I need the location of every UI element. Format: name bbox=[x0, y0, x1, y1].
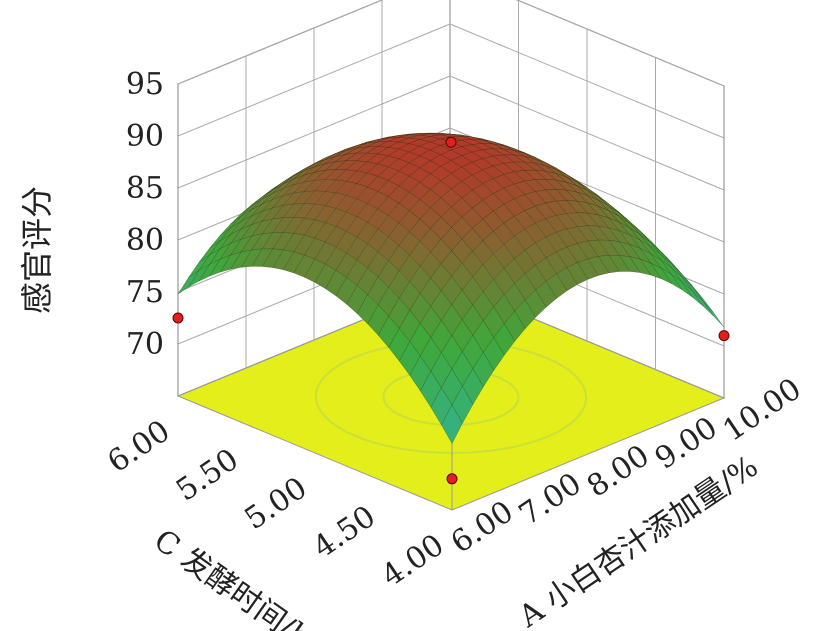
surface-cell bbox=[334, 152, 358, 163]
design-point-1 bbox=[446, 473, 458, 485]
surface-cell bbox=[566, 174, 588, 189]
z-axis-label: 感官评分 bbox=[18, 186, 56, 314]
surface-cell bbox=[240, 220, 263, 240]
surface-cell bbox=[313, 169, 337, 181]
surface-cell bbox=[240, 248, 263, 268]
y-tick-label: 5.50 bbox=[170, 442, 245, 508]
surface-cell bbox=[629, 243, 652, 264]
surface-cell bbox=[441, 404, 463, 444]
surface-cell bbox=[671, 262, 693, 287]
surface-cell bbox=[576, 181, 599, 197]
surface-cell bbox=[230, 249, 253, 270]
y-tick-label: 4.00 bbox=[376, 528, 451, 594]
surface-cell bbox=[399, 341, 421, 376]
z-tick-label: 85 bbox=[126, 171, 164, 206]
response-surface bbox=[177, 132, 725, 444]
surface-cell bbox=[293, 234, 316, 256]
z-tick-label: 75 bbox=[126, 275, 164, 310]
surface-cell bbox=[692, 290, 714, 317]
surface-cell bbox=[671, 263, 693, 288]
z-tick-label: 70 bbox=[126, 327, 164, 362]
z-tick-label: 80 bbox=[126, 223, 164, 258]
surface-cell bbox=[367, 251, 389, 278]
surface-cell bbox=[272, 184, 294, 200]
z-tick-label: 95 bbox=[126, 67, 164, 102]
surface-cell bbox=[702, 300, 725, 328]
surface-cell bbox=[524, 156, 546, 166]
surface-cell bbox=[282, 181, 305, 197]
surface-cell bbox=[492, 154, 515, 164]
surface-cell bbox=[282, 203, 305, 218]
surface-cell bbox=[219, 238, 242, 260]
surface-cell bbox=[198, 240, 221, 263]
surface-cell bbox=[345, 146, 368, 155]
surface-cell bbox=[408, 155, 431, 169]
surface-cell bbox=[188, 264, 210, 288]
surface-cell bbox=[345, 198, 368, 217]
surface-cell bbox=[325, 269, 347, 297]
surface-cell bbox=[576, 212, 599, 227]
surface-cell bbox=[240, 233, 263, 253]
surface-cell bbox=[649, 262, 673, 285]
surface-cell bbox=[219, 251, 242, 273]
design-point-3 bbox=[718, 330, 730, 342]
surface-cell bbox=[430, 387, 453, 426]
y-tick-label: 4.50 bbox=[307, 499, 382, 565]
surface-cell bbox=[471, 143, 494, 151]
surface-cell bbox=[230, 209, 252, 229]
y-tick-label: 5.00 bbox=[239, 471, 314, 537]
surface-cell bbox=[366, 137, 388, 144]
surface-cell bbox=[188, 254, 210, 278]
surface-cell bbox=[261, 217, 284, 235]
surface-cell bbox=[556, 246, 578, 268]
surface-cell bbox=[503, 145, 525, 154]
surface-cell bbox=[251, 218, 274, 237]
surface-cell bbox=[261, 248, 284, 268]
surface-cell bbox=[387, 158, 410, 172]
surface-cell bbox=[660, 251, 683, 275]
surface-cell bbox=[324, 208, 347, 227]
surface-cell bbox=[534, 202, 557, 220]
surface-cell bbox=[261, 188, 284, 205]
surface-cell bbox=[324, 154, 347, 165]
surface-cell bbox=[430, 216, 452, 240]
surface-cell bbox=[335, 195, 358, 213]
surface-cell bbox=[587, 187, 609, 204]
y-tick-label: 6.00 bbox=[102, 414, 177, 480]
surface-cell bbox=[250, 207, 274, 226]
surface-cell bbox=[356, 294, 379, 325]
surface-cell bbox=[251, 189, 273, 207]
surface-cell bbox=[356, 203, 379, 223]
surface-cell bbox=[303, 163, 326, 176]
surface-cell bbox=[335, 276, 358, 305]
design-points bbox=[172, 136, 730, 485]
surface-cell bbox=[472, 199, 494, 220]
surface-cell bbox=[566, 200, 589, 214]
surface-cell bbox=[209, 227, 231, 249]
surface-cell bbox=[209, 234, 231, 256]
design-point-0 bbox=[445, 136, 457, 148]
surface-cell bbox=[271, 192, 295, 209]
surface-cell bbox=[292, 179, 316, 194]
surface-cell bbox=[240, 196, 262, 215]
surface-cell bbox=[198, 258, 221, 282]
surface-cell bbox=[293, 254, 316, 278]
surface-cell bbox=[346, 259, 368, 286]
x-tick-label: 10.00 bbox=[717, 372, 808, 449]
y-axis-title: C 发酵时间/h bbox=[147, 523, 316, 631]
surface-cell bbox=[304, 258, 326, 283]
surface-cell bbox=[440, 227, 463, 252]
surface-cell bbox=[513, 194, 536, 211]
z-tick-label: 90 bbox=[126, 119, 164, 154]
surface-cell bbox=[272, 175, 294, 191]
surface-cell bbox=[618, 255, 641, 273]
surface-cell bbox=[681, 274, 704, 299]
design-point-2 bbox=[172, 312, 184, 324]
